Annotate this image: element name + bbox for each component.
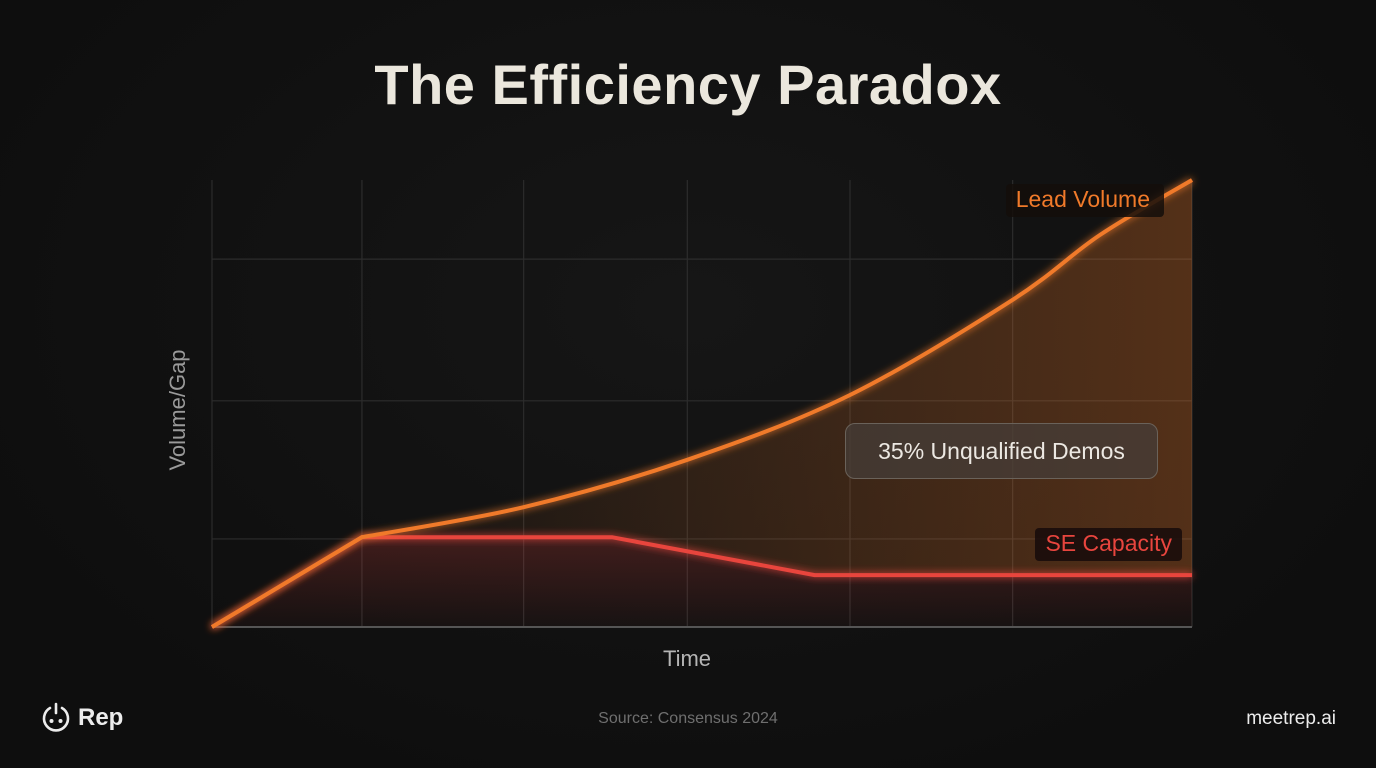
logo: Rep — [40, 702, 123, 734]
annotation-callout: 35% Unqualified Demos — [845, 423, 1158, 479]
website-link[interactable]: meetrep.ai — [1246, 708, 1336, 729]
power-face-icon — [42, 702, 70, 732]
capacity-area — [212, 537, 1192, 627]
y-axis-label: Volume/Gap — [165, 349, 190, 471]
legend-label-lead-volume: Lead Volume — [1005, 184, 1164, 217]
series-line-lead-volume — [210, 178, 1194, 629]
logo-text: Rep — [78, 704, 124, 731]
page-title: The Efficiency Paradox — [374, 53, 1002, 116]
legend-label-se-capacity: SE Capacity — [1035, 528, 1182, 561]
x-axis-label: Time — [662, 646, 712, 671]
source-note: Source: Consensus 2024 — [598, 710, 778, 727]
